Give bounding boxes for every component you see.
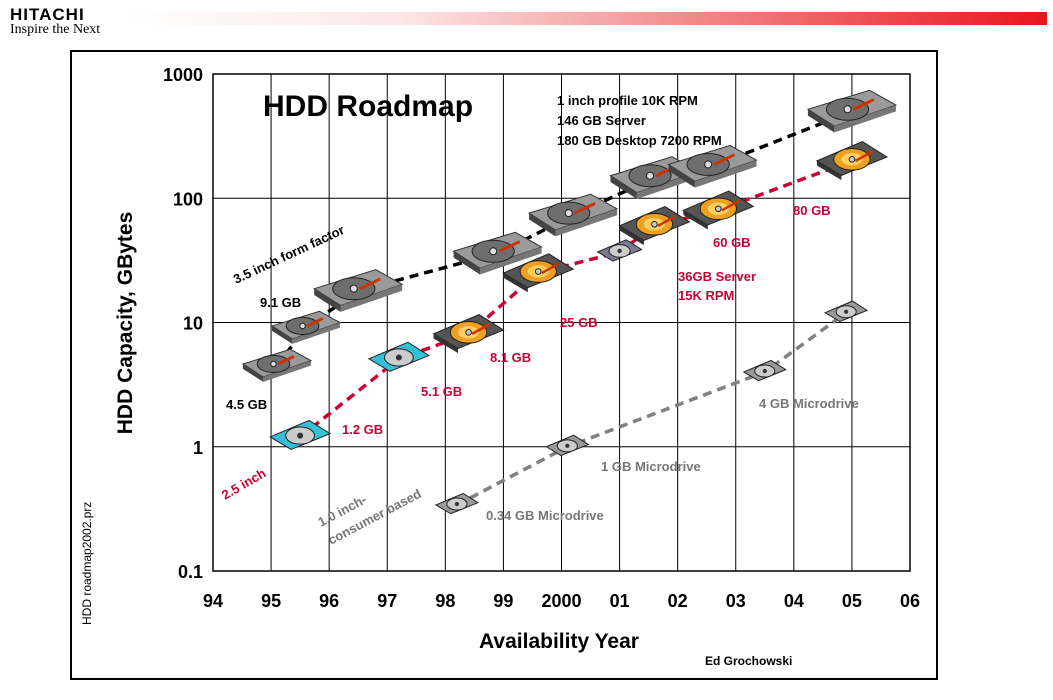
label-4-5-gb: 4.5 GB	[226, 397, 267, 412]
drive-2-5-inch-6	[682, 190, 755, 230]
drive-3-5-inch-7	[806, 89, 898, 133]
x-tick-label: 96	[319, 591, 339, 611]
drive-2-5-inch-5	[618, 206, 691, 246]
label-60-gb: 60 GB	[713, 235, 751, 250]
drive-microdrive-a0	[269, 419, 332, 451]
top-note-3: 180 GB Desktop 7200 RPM	[557, 133, 722, 148]
label-9-1-gb: 9.1 GB	[260, 295, 301, 310]
brand-name: HITACHI	[10, 5, 85, 24]
plot-area-border	[212, 73, 911, 572]
x-tick-label: 94	[203, 591, 223, 611]
x-axis-title: Availability Year	[479, 630, 639, 653]
label-36gb-server: 36GB Server	[678, 269, 756, 284]
drive-2-5-inch-7	[815, 141, 889, 181]
top-note-1: 1 inch profile 10K RPM	[557, 93, 698, 108]
drive-microdrive-server	[596, 239, 643, 262]
header-gradient-bar	[125, 12, 1047, 25]
author-credit: Ed Grochowski	[705, 654, 792, 668]
label-5-1-gb: 5.1 GB	[421, 384, 462, 399]
hitachi-logo: HITACHI Inspire the Next	[10, 6, 100, 37]
x-tick-label: 01	[610, 591, 630, 611]
drive-microdrive-3	[824, 300, 869, 322]
x-tick-label: 98	[435, 591, 455, 611]
label-1-gb-microdrive: 1 GB Microdrive	[601, 459, 701, 474]
label-1-2-gb: 1.2 GB	[342, 422, 383, 437]
label-80-gb: 80 GB	[793, 203, 831, 218]
drive-3-5-inch-3	[452, 231, 543, 275]
drive-3-5-inch-0	[241, 348, 313, 382]
slide-frame	[70, 50, 938, 680]
x-tick-label: 97	[377, 591, 397, 611]
drive-3-5-inch-1	[270, 310, 342, 344]
top-note-2: 146 GB Server	[557, 113, 646, 128]
drive-markers	[241, 89, 898, 515]
y-tick-label: 100	[173, 189, 203, 209]
label-15k-rpm: 15K RPM	[678, 288, 734, 303]
chart-title: HDD Roadmap	[263, 90, 473, 123]
brand-tagline: Inspire the Next	[10, 22, 101, 37]
drive-microdrive-a1	[367, 341, 430, 372]
label-0-34-gb-microdrive: 0.34 GB Microdrive	[486, 508, 604, 523]
y-tick-label: 1000	[163, 65, 203, 85]
drive-microdrive-1	[545, 434, 590, 457]
drive-3-5-inch-2	[313, 269, 404, 312]
x-tick-label: 04	[784, 591, 804, 611]
x-tick-label: 03	[726, 591, 746, 611]
x-tick-label: 99	[493, 591, 513, 611]
x-axis-ticks: 94 95 96 97 98 99 2000 01 02 03 04 05 06	[203, 591, 920, 611]
y-axis-title: HDD Capacity, GBytes	[114, 212, 137, 435]
drive-3-5-inch-6	[667, 144, 758, 188]
drive-3-5-inch-4	[527, 193, 619, 237]
label-4-gb-microdrive: 4 GB Microdrive	[759, 396, 859, 411]
y-axis-ticks: 0.1 1 10 100 1000	[163, 65, 203, 582]
label-8-1-gb: 8.1 GB	[490, 350, 531, 365]
x-tick-label: 05	[842, 591, 862, 611]
label-2-5-inch: 2.5 inch	[219, 465, 268, 502]
y-tick-label: 1	[193, 438, 203, 458]
drive-microdrive-0	[434, 492, 480, 515]
drive-2-5-inch-3	[502, 253, 575, 293]
trend-line-series-2	[456, 311, 848, 507]
y-tick-label: 0.1	[178, 562, 203, 582]
drive-microdrive-2	[742, 359, 787, 382]
x-tick-label: 02	[668, 591, 688, 611]
y-tick-label: 10	[183, 314, 203, 334]
drive-2-5-inch-2	[432, 314, 505, 354]
x-tick-label: 06	[900, 591, 920, 611]
x-tick-label: 95	[261, 591, 281, 611]
label-25-gb: 25 GB	[560, 315, 598, 330]
x-tick-label: 2000	[541, 591, 581, 611]
